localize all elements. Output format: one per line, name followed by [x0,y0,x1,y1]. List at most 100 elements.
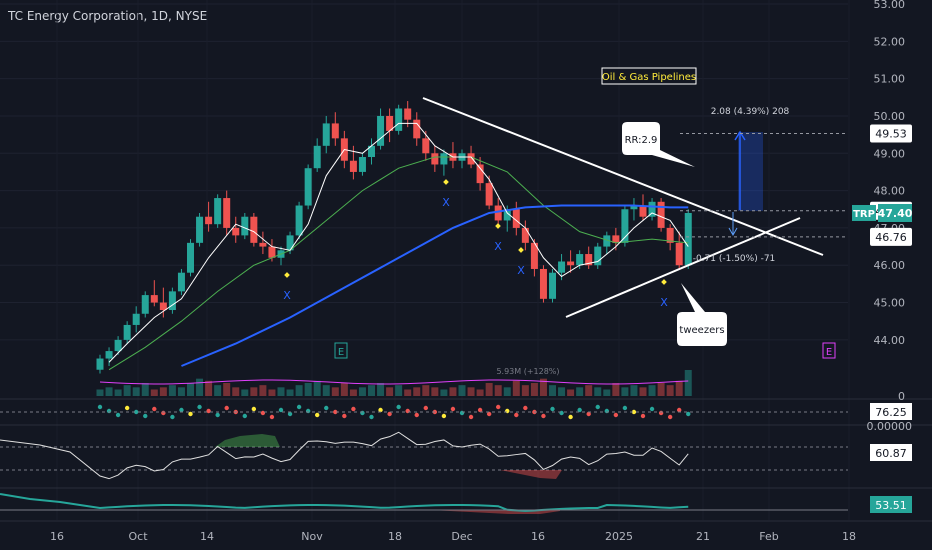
signal-dot [577,407,582,413]
sma-mid-line [108,156,689,371]
volume-bar [277,387,285,396]
time-tick-label: Feb [759,530,778,543]
volume-bar [368,385,375,396]
signal-dot [134,409,139,415]
candle-body [576,254,584,266]
candle-body [114,339,122,352]
candle-body [431,153,439,165]
price-tick-label: 44.00 [874,334,906,347]
volume-zero-label: 0 [898,390,905,403]
candle-body [485,183,493,206]
candle-body [168,291,176,311]
candle-body [603,235,611,247]
candle-body [304,168,312,206]
oscillator-badge [870,403,912,420]
signal-dot [586,411,591,417]
volume-bar [521,385,529,396]
volume-bar [340,383,348,396]
time-tick-label: Oct [128,530,148,543]
volume-bar [458,385,466,396]
signal-dot [550,406,555,412]
volume-bar [422,385,430,396]
price-tick-label: 45.00 [874,297,906,310]
sector-label: Oil & Gas Pipelines [602,72,696,83]
signal-dot [342,413,347,419]
volume-bar [530,383,538,396]
momentum-badge-value: 53.51 [875,499,907,512]
volume-bar [594,387,602,396]
candle-body [232,227,240,236]
volume-bar [675,380,683,396]
ticker-badge-label: TRP [853,209,875,220]
signal-dot [251,406,257,412]
signal-dot [658,410,664,416]
signal-dot [514,412,519,418]
time-tick-label: 16 [531,530,545,543]
volume-bar [512,380,520,396]
oscillator-badge-value: 76.25 [875,406,907,419]
candle-body [413,119,421,139]
candle-body [585,254,593,266]
volume-bar [467,387,475,396]
candle-body [666,227,674,243]
rsi-top-label: 0.00000 [867,420,913,433]
lower-trendline [565,217,801,318]
volume-bar [331,387,339,396]
candle-body [684,212,692,266]
volume-bar [630,385,638,396]
price-tick-label: 52.00 [874,35,906,48]
oversold-fill [500,470,562,479]
price-tick-label: 53.00 [874,0,906,11]
signal-x-marker: X [660,296,668,309]
time-tick-label: 18 [842,530,856,543]
volume-bar [666,385,674,396]
signal-dot [604,408,609,414]
candle-body [295,205,303,236]
candle-body [358,157,366,172]
candle-body [530,242,538,269]
signal-dot [115,412,121,418]
signal-dot [667,414,673,420]
volume-bar [449,387,457,396]
candle-body [105,351,113,359]
volume-bar [349,389,357,396]
signal-dot [441,413,447,419]
volume-bar [322,385,330,396]
signal-dot [106,408,112,414]
candle-body [558,261,566,273]
price-tick-label: 51.00 [874,73,906,86]
candle-body [494,205,502,221]
time-tick-label: Nov [301,530,323,543]
signal-dot [677,407,682,413]
signal-x-marker: X [283,289,291,302]
candle-body [612,235,620,243]
signal-dot [179,407,184,413]
volume-bar [205,380,213,396]
volume-bar [241,389,249,396]
volume-bar [612,383,620,396]
volume-bar [123,385,131,396]
signal-diamond [518,247,524,253]
signal-dot [423,405,428,411]
signal-dot [686,411,691,417]
volume-pane: 5.93M (+128%) [96,367,692,396]
price-axis: 53.0052.0051.0050.0049.0048.0047.0046.00… [852,0,913,433]
signal-diamond [495,223,501,229]
volume-bar [485,383,493,396]
time-tick-label: 16 [50,530,64,543]
volume-bar [250,387,258,396]
volume-bar [639,387,647,396]
signal-dot [224,405,229,411]
signal-dot [197,404,202,410]
signal-dot [260,410,266,416]
volume-bar [549,385,556,396]
signal-dot [269,414,275,420]
volume-bar [567,389,575,396]
candle-body [150,295,158,303]
volume-bar [395,385,403,396]
signal-dot [496,404,501,410]
volume-bar [159,387,167,396]
volume-bar [132,387,140,396]
volume-bar [503,387,511,396]
